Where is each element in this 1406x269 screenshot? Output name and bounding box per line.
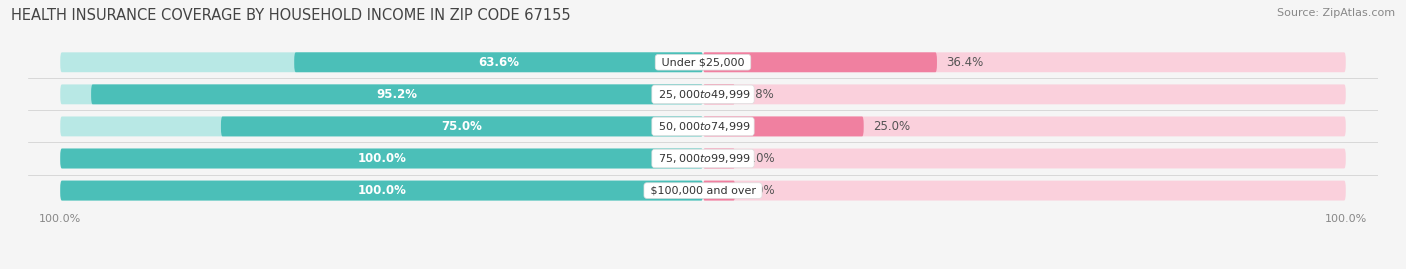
FancyBboxPatch shape bbox=[60, 181, 703, 200]
FancyBboxPatch shape bbox=[703, 84, 735, 104]
FancyBboxPatch shape bbox=[60, 84, 703, 104]
FancyBboxPatch shape bbox=[703, 181, 735, 200]
FancyBboxPatch shape bbox=[60, 52, 703, 72]
Text: 0.0%: 0.0% bbox=[745, 152, 775, 165]
FancyBboxPatch shape bbox=[221, 116, 703, 136]
FancyBboxPatch shape bbox=[703, 52, 936, 72]
Text: $100,000 and over: $100,000 and over bbox=[647, 186, 759, 196]
FancyBboxPatch shape bbox=[60, 148, 703, 168]
Text: 100.0%: 100.0% bbox=[357, 152, 406, 165]
Text: $75,000 to $99,999: $75,000 to $99,999 bbox=[655, 152, 751, 165]
FancyBboxPatch shape bbox=[703, 148, 735, 168]
Text: 75.0%: 75.0% bbox=[441, 120, 482, 133]
Text: 0.0%: 0.0% bbox=[745, 184, 775, 197]
Text: 25.0%: 25.0% bbox=[873, 120, 911, 133]
FancyBboxPatch shape bbox=[91, 84, 703, 104]
FancyBboxPatch shape bbox=[703, 116, 863, 136]
Text: $50,000 to $74,999: $50,000 to $74,999 bbox=[655, 120, 751, 133]
FancyBboxPatch shape bbox=[60, 116, 703, 136]
Text: 36.4%: 36.4% bbox=[946, 56, 984, 69]
Text: 100.0%: 100.0% bbox=[357, 184, 406, 197]
Text: HEALTH INSURANCE COVERAGE BY HOUSEHOLD INCOME IN ZIP CODE 67155: HEALTH INSURANCE COVERAGE BY HOUSEHOLD I… bbox=[11, 8, 571, 23]
Legend: With Coverage, Without Coverage: With Coverage, Without Coverage bbox=[574, 268, 832, 269]
Text: 4.8%: 4.8% bbox=[745, 88, 775, 101]
FancyBboxPatch shape bbox=[703, 181, 1346, 200]
FancyBboxPatch shape bbox=[703, 84, 1346, 104]
Text: 95.2%: 95.2% bbox=[377, 88, 418, 101]
FancyBboxPatch shape bbox=[703, 52, 1346, 72]
FancyBboxPatch shape bbox=[294, 52, 703, 72]
Text: 63.6%: 63.6% bbox=[478, 56, 519, 69]
FancyBboxPatch shape bbox=[703, 148, 1346, 168]
FancyBboxPatch shape bbox=[60, 181, 703, 200]
Text: Source: ZipAtlas.com: Source: ZipAtlas.com bbox=[1277, 8, 1395, 18]
FancyBboxPatch shape bbox=[60, 148, 703, 168]
Text: $25,000 to $49,999: $25,000 to $49,999 bbox=[655, 88, 751, 101]
Text: Under $25,000: Under $25,000 bbox=[658, 57, 748, 67]
FancyBboxPatch shape bbox=[703, 116, 1346, 136]
